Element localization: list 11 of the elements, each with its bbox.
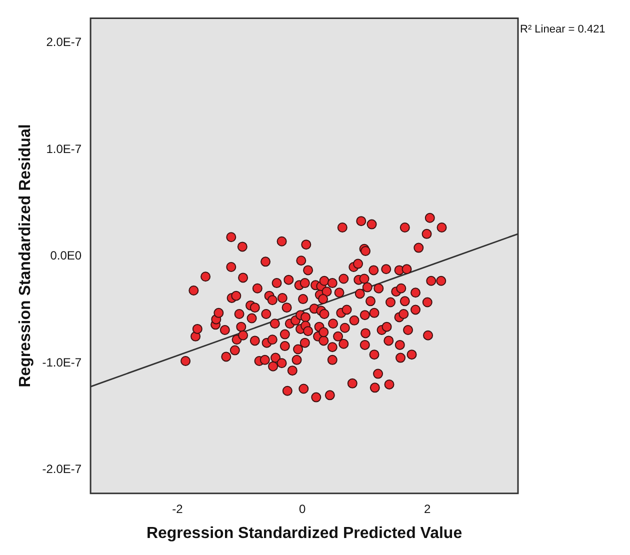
x-axis-title: Regression Standardized Predicted Value [146, 524, 462, 542]
y-axis-title: Regression Standardized Residual [17, 124, 34, 388]
x-tick-label: -2 [172, 502, 184, 516]
x-tick-label: 0 [299, 502, 306, 516]
y-tick-label: -2.0E-7 [42, 462, 82, 476]
y-tick-label: -1.0E-7 [42, 355, 82, 370]
y-tick-label: 0.0E0 [50, 248, 82, 263]
y-tick-label: 2.0E-7 [46, 35, 82, 50]
y-tick-label: 1.0E-7 [46, 142, 82, 156]
x-tick-label: 2 [424, 502, 432, 516]
text: R² Linear = 0.421 [520, 24, 606, 36]
